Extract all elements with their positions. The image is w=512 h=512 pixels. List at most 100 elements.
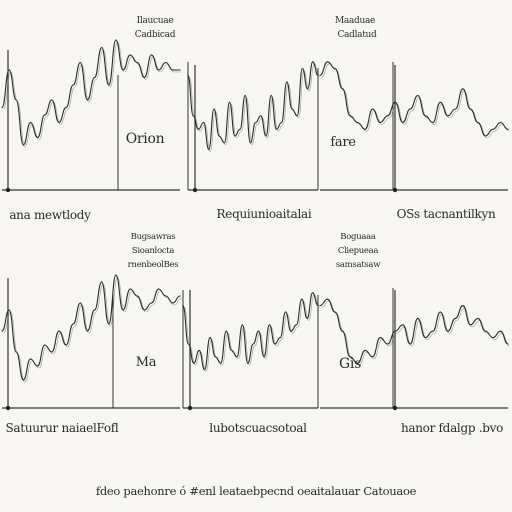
data-point-0-10 [72, 84, 74, 86]
header-row2-b-line2: Cliepueaa [338, 246, 379, 256]
data-point-0-25 [179, 69, 181, 71]
data-point-5-1 [326, 298, 329, 300]
data-point-5-5 [357, 362, 359, 364]
footer-caption: fdeo paehonre ó #enl leataebpecnd oeaita… [96, 484, 417, 498]
data-point-1-23 [307, 88, 309, 90]
data-point-5-13 [417, 317, 419, 319]
data-point-0-9 [65, 106, 67, 109]
data-point-3-5 [37, 365, 39, 367]
xlabel-row2-left: Satuurur naiaelFofl [6, 421, 119, 435]
data-point-4-7 [220, 362, 222, 364]
data-point-4-5 [209, 337, 211, 339]
header-row1-a-line1: Ilaucuae [137, 16, 174, 26]
data-point-3-22 [158, 288, 160, 290]
series-line-shadow-4-0 [184, 294, 320, 372]
data-point-3-8 [58, 330, 60, 332]
data-point-4-21 [295, 324, 297, 326]
data-point-2-6 [364, 128, 366, 130]
series-line-1-0 [187, 61, 319, 151]
data-point-4-23 [306, 317, 308, 319]
data-point-4-9 [231, 349, 233, 351]
data-point-3-6 [44, 344, 46, 346]
data-point-2-10 [394, 101, 396, 103]
series-line-shadow-1-0 [189, 63, 320, 152]
data-point-2-0 [319, 74, 321, 76]
data-point-4-12 [247, 362, 249, 364]
data-point-5-20 [469, 324, 471, 326]
xlabel-row1-middle: Requiunioaitalai [217, 207, 312, 221]
data-point-3-20 [143, 309, 145, 311]
data-point-5-22 [484, 330, 486, 332]
data-point-5-11 [402, 324, 404, 326]
data-point-4-24 [312, 292, 314, 294]
data-point-1-3 [203, 121, 205, 124]
data-point-3-7 [51, 351, 53, 353]
data-point-2-23 [492, 128, 494, 130]
data-point-0-23 [165, 61, 167, 64]
data-point-4-10 [236, 356, 238, 358]
data-point-5-12 [409, 343, 411, 345]
xlabel-row1-left: ana mewtlody [9, 208, 91, 222]
origin-dot-2 [392, 187, 398, 193]
data-point-5-4 [349, 356, 351, 358]
data-point-3-17 [122, 309, 124, 311]
data-point-4-11 [241, 324, 243, 326]
data-point-3-25 [179, 295, 181, 297]
data-point-5-6 [364, 349, 366, 351]
data-point-0-6 [44, 114, 46, 116]
data-point-5-25 [507, 343, 509, 345]
data-point-2-1 [326, 61, 329, 63]
data-point-1-7 [223, 142, 225, 144]
header-row2-b-line1: Boguaaa [340, 232, 376, 242]
data-point-5-10 [394, 330, 396, 332]
data-point-0-7 [51, 99, 53, 101]
data-point-0-21 [150, 54, 153, 56]
data-point-0-20 [143, 76, 145, 79]
data-point-5-21 [477, 317, 479, 319]
data-point-1-14 [260, 115, 262, 117]
data-point-3-2 [15, 351, 17, 353]
data-point-1-1 [192, 115, 194, 117]
panel-row2-left [1, 274, 182, 411]
header-row2-a-line3: rnenbeolBes [128, 260, 179, 270]
data-point-3-23 [165, 295, 167, 297]
data-point-2-4 [349, 115, 351, 117]
data-point-4-1 [187, 343, 189, 345]
header-row1-b-line1: Maaduae [335, 16, 375, 26]
data-point-4-19 [285, 311, 287, 313]
header-row2-b-line3: samsatsaw [336, 260, 381, 270]
header-row1-a-line2: Cadbicad [135, 30, 176, 40]
data-point-1-0 [187, 74, 189, 76]
data-point-3-11 [79, 302, 81, 304]
origin-dot-1 [192, 187, 198, 193]
data-point-5-14 [424, 337, 426, 339]
series-line-3-0 [1, 274, 181, 381]
data-point-1-15 [265, 135, 267, 137]
data-point-2-12 [409, 108, 411, 110]
data-point-5-8 [379, 337, 381, 339]
series-line-shadow-5-0 [321, 300, 510, 366]
data-point-2-7 [372, 108, 374, 110]
data-point-1-24 [312, 61, 314, 63]
data-point-1-22 [301, 67, 303, 70]
data-point-3-13 [94, 309, 96, 311]
data-point-0-5 [37, 136, 39, 139]
panel-row1-middle [187, 61, 320, 193]
data-point-0-15 [108, 84, 110, 86]
data-point-0-17 [122, 69, 124, 71]
header-row2-a-line1: Bugsawras [131, 232, 176, 242]
data-point-2-14 [424, 115, 426, 117]
origin-dot-5 [392, 405, 398, 411]
data-point-2-25 [507, 128, 509, 130]
data-point-2-17 [447, 115, 449, 117]
data-point-3-1 [8, 309, 10, 311]
data-point-1-5 [213, 108, 215, 110]
data-point-4-22 [301, 298, 303, 300]
data-point-4-6 [214, 356, 216, 358]
series-line-2-0 [319, 61, 509, 137]
data-point-1-25 [317, 74, 319, 76]
data-point-4-18 [279, 337, 281, 339]
data-point-3-12 [86, 330, 88, 332]
data-point-0-24 [172, 69, 174, 71]
